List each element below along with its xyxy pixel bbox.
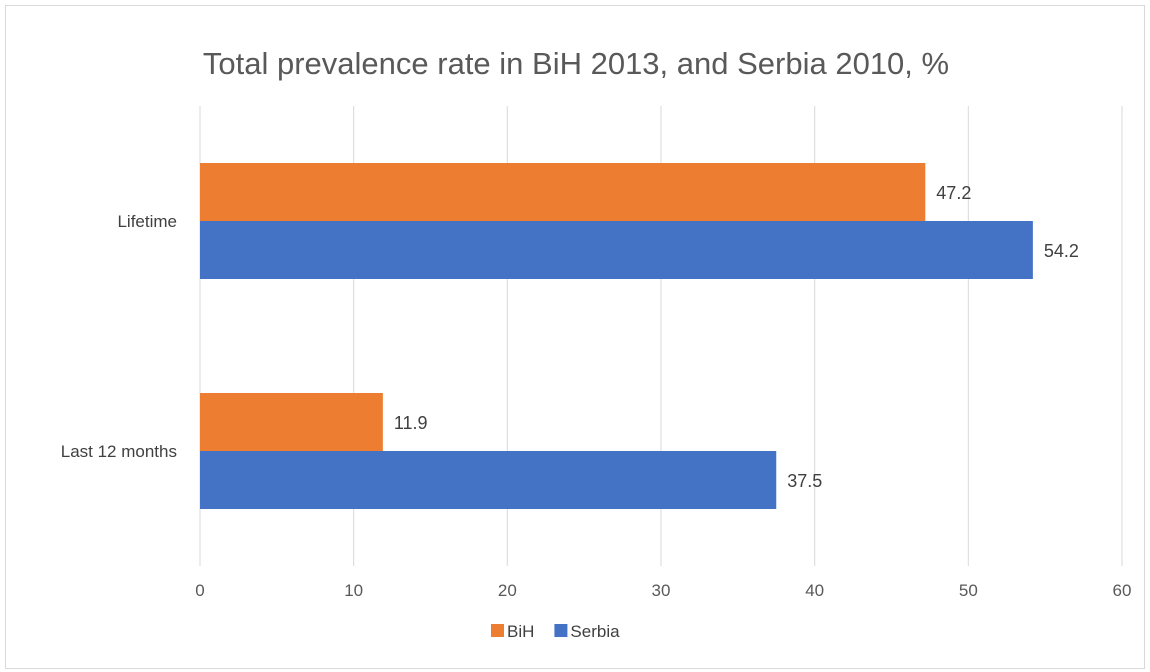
data-label-bih-1: 11.9	[394, 413, 428, 433]
data-label-serbia-0: 54.2	[1044, 241, 1079, 261]
data-label-serbia-1: 37.5	[787, 471, 822, 491]
category-label-1: Last 12 months	[61, 442, 177, 461]
chart-svg: Total prevalence rate in BiH 2013, and S…	[61, 46, 1132, 641]
chart-title: Total prevalence rate in BiH 2013, and S…	[203, 46, 949, 81]
legend-swatch-serbia	[554, 624, 568, 637]
bar-serbia-0	[200, 221, 1033, 279]
x-tick-label-0: 0	[195, 581, 204, 600]
x-tick-label-60: 60	[1113, 581, 1132, 600]
x-tick-label-10: 10	[344, 581, 363, 600]
data-label-bih-0: 47.2	[936, 183, 971, 203]
bar-bih-0	[200, 163, 926, 221]
legend-swatch-bih	[491, 624, 504, 637]
legend-label-serbia: Serbia	[570, 622, 620, 641]
x-tick-label-30: 30	[652, 581, 671, 600]
bar-serbia-1	[200, 451, 777, 509]
legend-label-bih: BiH	[507, 622, 534, 641]
x-tick-label-20: 20	[498, 581, 517, 600]
x-tick-label-40: 40	[805, 581, 824, 600]
bar-bih-1	[200, 393, 383, 451]
category-label-0: Lifetime	[117, 212, 177, 231]
x-tick-label-50: 50	[959, 581, 978, 600]
chart-frame: Total prevalence rate in BiH 2013, and S…	[5, 5, 1145, 669]
